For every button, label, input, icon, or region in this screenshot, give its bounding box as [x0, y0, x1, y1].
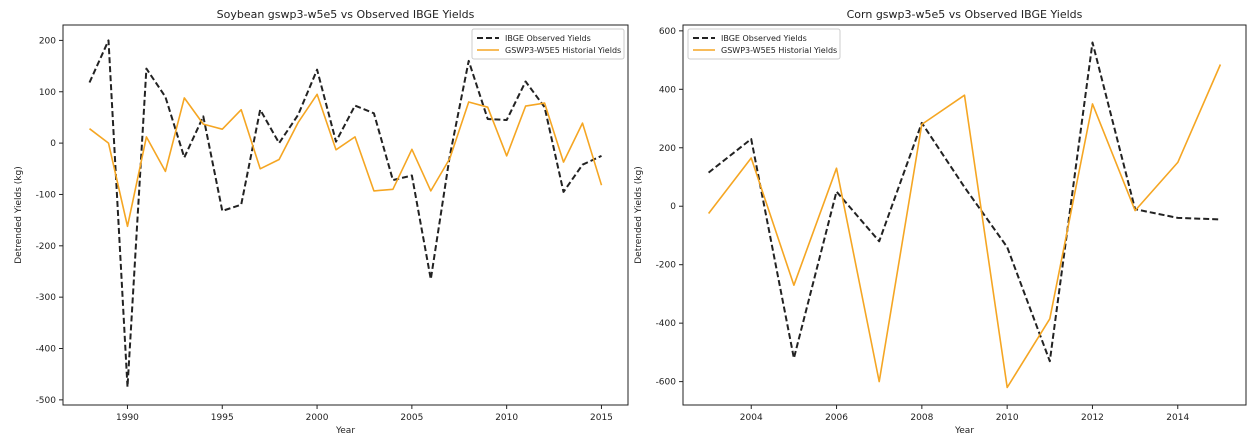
x-tick-label: 2006: [825, 413, 848, 423]
x-tick-label: 1995: [211, 413, 234, 423]
y-tick-label: 0: [670, 202, 676, 212]
x-axis-label: Year: [954, 426, 974, 436]
y-tick-label: -200: [36, 242, 57, 252]
legend-label: IBGE Observed Yields: [721, 34, 807, 43]
x-tick-label: 2012: [1081, 413, 1104, 423]
y-tick-label: 600: [659, 27, 676, 37]
y-tick-label: -300: [36, 293, 57, 303]
x-tick-label: 2004: [740, 413, 763, 423]
y-tick-label: -200: [656, 261, 677, 271]
legend: IBGE Observed Yields GSWP3-W5E5 Historial…: [471, 28, 625, 60]
chart-title: Corn gswp3-w5e5 vs Observed IBGE Yields: [847, 8, 1083, 21]
series-line-observed: [88, 39, 602, 388]
y-tick-label: 200: [659, 144, 676, 154]
x-axis-label: Year: [335, 426, 355, 436]
x-tick-label: 2014: [1166, 413, 1189, 423]
series-line-historical: [89, 93, 603, 228]
x-tick-label: 2005: [400, 413, 423, 423]
x-tick-label: 2000: [306, 413, 329, 423]
x-tick-label: 2015: [590, 413, 613, 423]
legend: IBGE Observed Yields GSWP3-W5E5 Historial…: [687, 28, 841, 60]
plot-frame: [682, 24, 1247, 406]
chart-title: Soybean gswp3-w5e5 vs Observed IBGE Yiel…: [217, 8, 475, 21]
x-tick-label: 2010: [495, 413, 518, 423]
chart-2: Corn gswp3-w5e5 vs Observed IBGE Yields 2…: [634, 8, 1247, 436]
y-tick-label: 200: [39, 36, 56, 46]
series-line-historical: [707, 64, 1222, 389]
legend-label: IBGE Observed Yields: [505, 34, 591, 43]
plot-frame: [62, 24, 629, 406]
x-tick-label: 1990: [116, 413, 139, 423]
y-axis-label: Detrended Yields (kg): [14, 166, 24, 264]
y-tick-label: -400: [656, 319, 677, 329]
legend-label: GSWP3-W5E5 Historial Yields: [505, 46, 621, 55]
x-tick-label: 2008: [910, 413, 933, 423]
x-tick-label: 2010: [996, 413, 1019, 423]
y-tick-label: -500: [36, 396, 57, 406]
y-axis-label: Detrended Yields (kg): [634, 166, 644, 264]
legend-box: [471, 28, 625, 60]
legend-label: GSWP3-W5E5 Historial Yields: [721, 46, 837, 55]
y-tick-label: -600: [656, 378, 677, 388]
y-tick-label: -400: [36, 345, 57, 355]
legend-box: [687, 28, 841, 60]
y-tick-label: 100: [39, 88, 56, 98]
y-tick-label: -100: [36, 190, 57, 200]
chart-1: Soybean gswp3-w5e5 vs Observed IBGE Yiel…: [14, 8, 629, 436]
y-tick-label: 400: [659, 85, 676, 95]
y-tick-label: 0: [50, 139, 56, 149]
